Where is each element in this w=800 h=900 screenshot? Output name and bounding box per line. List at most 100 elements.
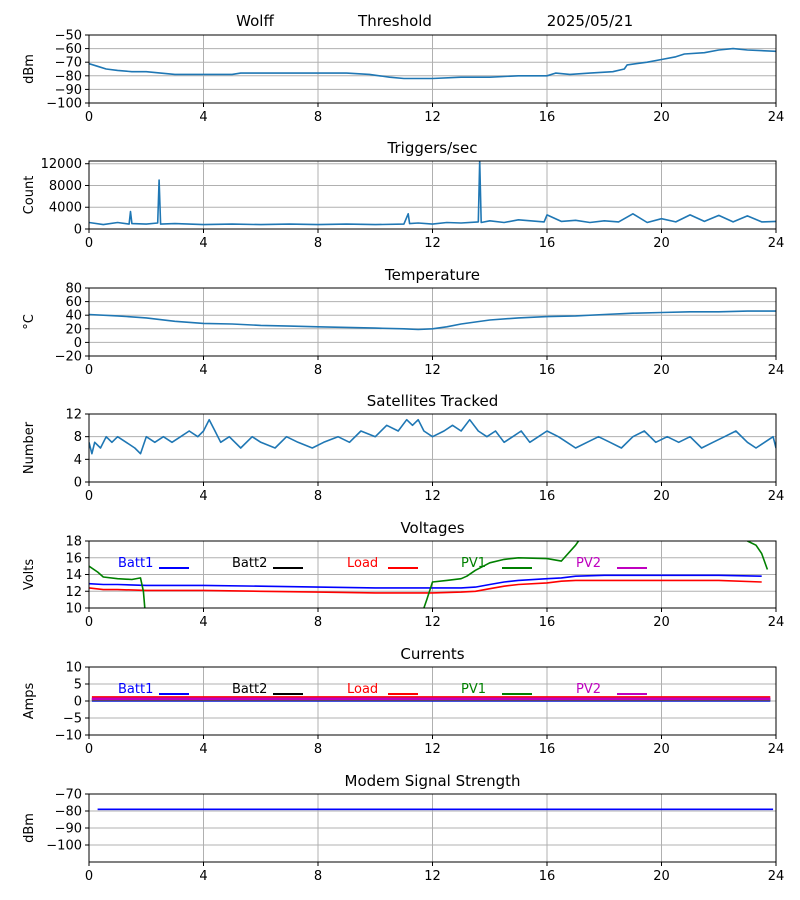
x-tick-label-16: 16 bbox=[539, 236, 556, 251]
x-tick-label-20: 20 bbox=[653, 489, 670, 504]
legend-label-voltages-batt2: Batt2 bbox=[232, 556, 267, 571]
series-line-voltages-load bbox=[89, 579, 762, 594]
x-tick-label-4: 4 bbox=[199, 615, 207, 630]
y-tick-label-12: 12 bbox=[65, 408, 82, 423]
x-tick-label-16: 16 bbox=[539, 489, 556, 504]
y-tick-label-12000: 12000 bbox=[41, 157, 82, 172]
x-tick-label-12: 12 bbox=[424, 236, 441, 251]
x-tick-label-4: 4 bbox=[199, 236, 207, 251]
x-tick-label-24: 24 bbox=[768, 489, 785, 504]
legend-label-currents-batt2: Batt2 bbox=[232, 682, 267, 697]
x-tick-label-24: 24 bbox=[768, 110, 785, 125]
y-tick-label--100: −100 bbox=[46, 97, 82, 112]
series-line-satellites-0 bbox=[89, 418, 776, 455]
x-tick-label-16: 16 bbox=[539, 110, 556, 125]
y-tick-label-14: 14 bbox=[65, 568, 82, 583]
y-tick-label-5: 5 bbox=[74, 678, 82, 693]
y-tick-label--5: −5 bbox=[63, 712, 82, 727]
x-tick-label-4: 4 bbox=[199, 869, 207, 884]
series-line-threshold-0 bbox=[89, 47, 776, 80]
chart-satellites: 0 4 8 12 16 20 24 0 4 8 12 Satellites Tracked Number bbox=[22, 392, 784, 504]
y-tick-label-60: 60 bbox=[65, 295, 82, 310]
x-tick-label-12: 12 bbox=[424, 110, 441, 125]
y-tick-label-8000: 8000 bbox=[49, 179, 82, 194]
y-axis-label-voltages: Volts bbox=[22, 559, 37, 591]
x-tick-label-8: 8 bbox=[314, 110, 322, 125]
x-tick-label-4: 4 bbox=[199, 363, 207, 378]
x-tick-label-0: 0 bbox=[85, 363, 93, 378]
legend-label-voltages-batt1: Batt1 bbox=[118, 556, 153, 571]
x-tick-label-24: 24 bbox=[768, 869, 785, 884]
chart-modem: 0 4 8 12 16 20 24 −100 −90 −80 −70 Modem Signal Str… bbox=[22, 772, 784, 884]
y-tick-label--90: −90 bbox=[55, 822, 82, 837]
y-axis-label-satellites: Number bbox=[22, 421, 37, 474]
x-tick-label-24: 24 bbox=[768, 615, 785, 630]
y-tick-label-0: 0 bbox=[74, 223, 82, 238]
y-tick-label-18: 18 bbox=[65, 535, 82, 550]
y-axis-label-currents: Amps bbox=[22, 682, 37, 719]
chart-title-satellites: Satellites Tracked bbox=[367, 392, 498, 410]
x-tick-label-8: 8 bbox=[314, 489, 322, 504]
y-tick-label-0: 0 bbox=[74, 476, 82, 491]
chart-title-currents: Currents bbox=[400, 645, 464, 663]
legend-label-currents-pv2: PV2 bbox=[576, 682, 601, 697]
chart-title-triggers: Triggers/sec bbox=[387, 139, 478, 157]
legend-label-currents-pv1: PV1 bbox=[461, 682, 486, 697]
x-tick-label-24: 24 bbox=[768, 363, 785, 378]
y-tick-label--70: −70 bbox=[55, 788, 82, 803]
series-line-temperature-0 bbox=[89, 310, 776, 331]
x-tick-label-16: 16 bbox=[539, 742, 556, 757]
x-tick-label-12: 12 bbox=[424, 363, 441, 378]
chart-title-voltages: Voltages bbox=[400, 519, 464, 537]
chart-threshold: 0 4 8 12 16 20 24 −100−90−80−70−60−50 dBm bbox=[22, 29, 784, 126]
x-tick-label-12: 12 bbox=[424, 869, 441, 884]
x-tick-label-4: 4 bbox=[199, 489, 207, 504]
y-tick-label-8: 8 bbox=[74, 430, 82, 445]
x-tick-label-20: 20 bbox=[653, 110, 670, 125]
x-tick-label-8: 8 bbox=[314, 742, 322, 757]
y-tick-label-10: 10 bbox=[65, 602, 82, 617]
x-tick-label-12: 12 bbox=[424, 742, 441, 757]
y-tick-label-4: 4 bbox=[74, 453, 82, 468]
x-tick-label-20: 20 bbox=[653, 236, 670, 251]
y-tick-label-0: 0 bbox=[74, 695, 82, 710]
y-tick-label-80: 80 bbox=[65, 282, 82, 297]
y-tick-label--70: −70 bbox=[55, 56, 82, 71]
y-axis-label-triggers: Count bbox=[22, 176, 37, 215]
y-tick-label-20: 20 bbox=[65, 322, 82, 337]
x-tick-label-8: 8 bbox=[314, 363, 322, 378]
y-tick-label-12: 12 bbox=[65, 585, 82, 600]
y-axis-label-temperature: °C bbox=[22, 314, 37, 330]
x-tick-label-0: 0 bbox=[85, 869, 93, 884]
x-tick-label-4: 4 bbox=[199, 742, 207, 757]
y-tick-label--100: −100 bbox=[46, 839, 82, 854]
series-line-triggers-0 bbox=[89, 161, 776, 226]
header-label: Threshold bbox=[357, 12, 432, 30]
chart-title-temperature: Temperature bbox=[384, 266, 480, 284]
y-tick-label-10: 10 bbox=[65, 661, 82, 676]
x-tick-label-12: 12 bbox=[424, 489, 441, 504]
x-tick-label-20: 20 bbox=[653, 742, 670, 757]
y-tick-label--60: −60 bbox=[55, 42, 82, 57]
y-tick-label-16: 16 bbox=[65, 551, 82, 566]
y-tick-label-40: 40 bbox=[65, 309, 82, 324]
x-tick-label-20: 20 bbox=[653, 615, 670, 630]
x-tick-label-0: 0 bbox=[85, 110, 93, 125]
header-station: Wolff bbox=[236, 12, 274, 30]
x-tick-label-0: 0 bbox=[85, 615, 93, 630]
y-tick-label--80: −80 bbox=[55, 69, 82, 84]
x-tick-label-4: 4 bbox=[199, 110, 207, 125]
x-tick-label-8: 8 bbox=[314, 869, 322, 884]
legend-label-voltages-pv2: PV2 bbox=[576, 556, 601, 571]
x-tick-label-24: 24 bbox=[768, 236, 785, 251]
y-tick-label-0: 0 bbox=[74, 336, 82, 351]
x-tick-label-20: 20 bbox=[653, 869, 670, 884]
x-tick-label-20: 20 bbox=[653, 363, 670, 378]
y-axis-label-modem: dBm bbox=[22, 813, 37, 843]
series-line-voltages-pv1 bbox=[89, 541, 769, 608]
